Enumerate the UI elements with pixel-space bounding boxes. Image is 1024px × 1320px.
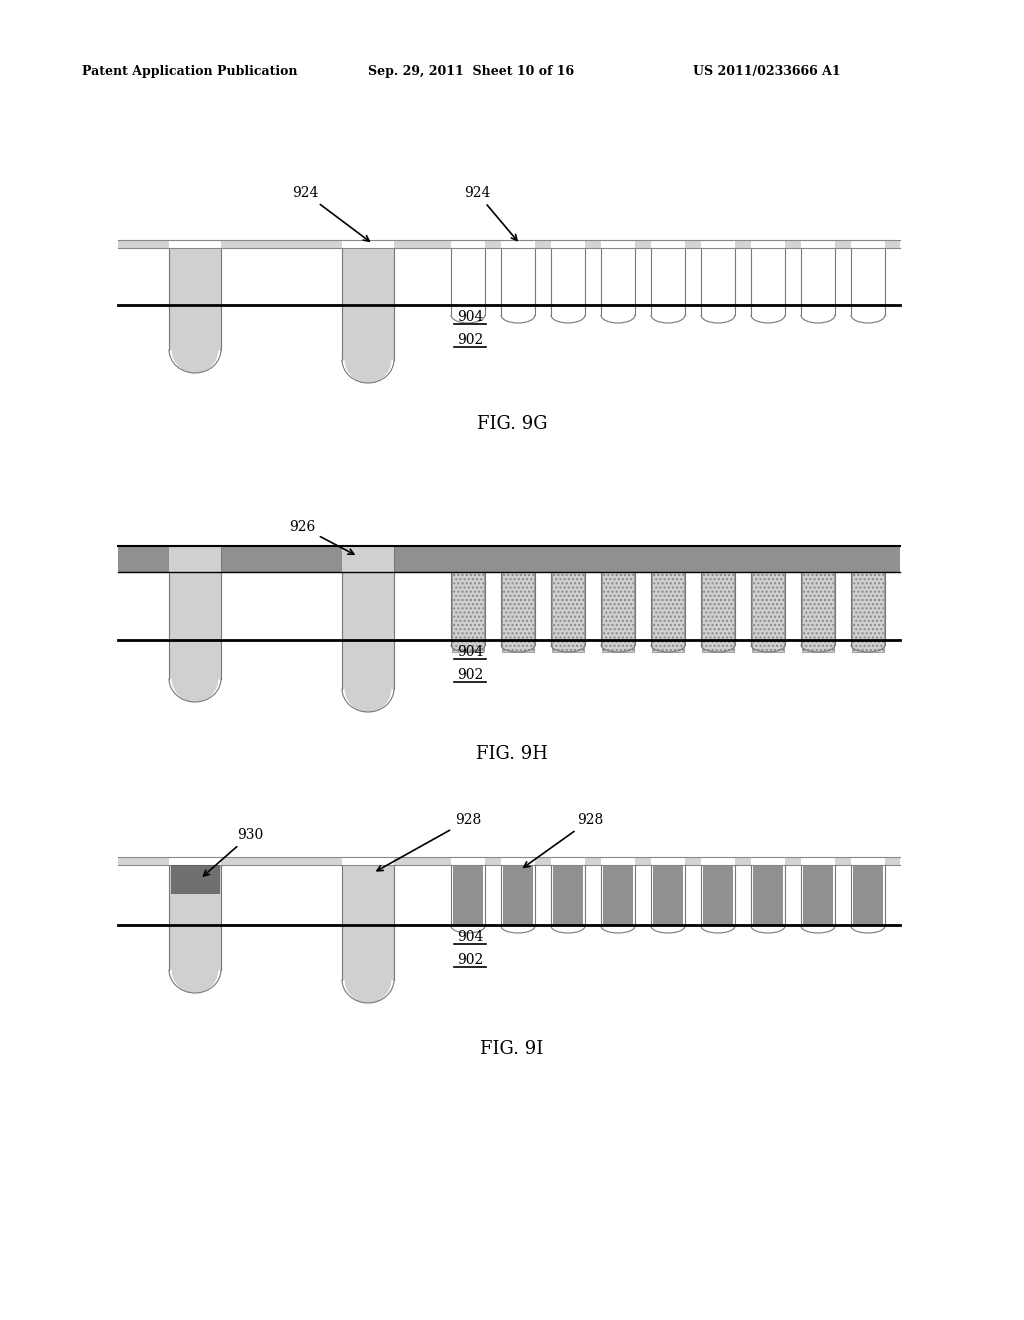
Wedge shape xyxy=(345,359,391,383)
Bar xyxy=(803,865,833,927)
Bar xyxy=(169,240,221,248)
Bar xyxy=(701,248,734,315)
Bar xyxy=(551,240,585,248)
Text: 904: 904 xyxy=(457,310,483,323)
Text: 902: 902 xyxy=(457,953,483,968)
Bar xyxy=(551,857,585,865)
Bar xyxy=(603,865,633,927)
Bar xyxy=(451,857,485,865)
Bar xyxy=(752,248,784,315)
Bar xyxy=(501,240,535,248)
Bar xyxy=(452,572,484,652)
Bar xyxy=(751,857,785,865)
Bar xyxy=(451,240,485,248)
Bar xyxy=(170,546,220,678)
Bar xyxy=(118,857,900,865)
Text: US 2011/0233666 A1: US 2011/0233666 A1 xyxy=(693,65,841,78)
Bar xyxy=(652,572,684,652)
Bar xyxy=(342,857,394,865)
Bar xyxy=(552,572,584,652)
Bar xyxy=(170,865,220,970)
Wedge shape xyxy=(610,315,626,323)
Bar xyxy=(118,546,900,572)
Bar xyxy=(502,248,535,315)
Text: Sep. 29, 2011  Sheet 10 of 16: Sep. 29, 2011 Sheet 10 of 16 xyxy=(368,65,574,78)
Text: 902: 902 xyxy=(457,668,483,682)
Bar xyxy=(171,865,219,894)
Bar xyxy=(701,240,735,248)
Bar xyxy=(752,572,784,652)
Bar xyxy=(701,857,735,865)
Text: FIG. 9G: FIG. 9G xyxy=(477,414,547,433)
Bar xyxy=(703,865,733,927)
Bar xyxy=(801,240,835,248)
Bar xyxy=(553,865,583,927)
Bar xyxy=(170,248,220,350)
Text: 924: 924 xyxy=(464,186,517,240)
Text: 924: 924 xyxy=(292,186,370,242)
Wedge shape xyxy=(660,315,676,323)
Text: 926: 926 xyxy=(289,520,354,554)
Bar xyxy=(501,857,535,865)
Wedge shape xyxy=(810,315,826,323)
Wedge shape xyxy=(760,315,776,323)
Text: Patent Application Publication: Patent Application Publication xyxy=(82,65,298,78)
Bar xyxy=(601,857,635,865)
Bar xyxy=(851,857,885,865)
Bar xyxy=(552,248,585,315)
Bar xyxy=(753,865,783,927)
Bar xyxy=(651,240,685,248)
Wedge shape xyxy=(560,315,575,323)
Bar xyxy=(601,248,635,315)
Text: 902: 902 xyxy=(457,333,483,347)
Wedge shape xyxy=(860,315,876,323)
Bar xyxy=(851,240,885,248)
Bar xyxy=(852,248,885,315)
Bar xyxy=(802,248,835,315)
Bar xyxy=(169,546,221,572)
Bar xyxy=(651,248,684,315)
Bar xyxy=(801,857,835,865)
Bar xyxy=(702,572,734,652)
Wedge shape xyxy=(172,678,218,702)
Bar xyxy=(342,248,393,359)
Bar xyxy=(602,572,634,652)
Bar xyxy=(503,865,534,927)
Wedge shape xyxy=(510,315,526,323)
Text: 930: 930 xyxy=(204,828,263,876)
Text: 904: 904 xyxy=(457,931,483,944)
Bar xyxy=(342,546,394,572)
Bar xyxy=(118,240,900,248)
Text: FIG. 9I: FIG. 9I xyxy=(480,1040,544,1059)
Bar xyxy=(342,546,393,689)
Bar xyxy=(502,572,534,652)
Text: 904: 904 xyxy=(457,645,483,659)
Bar xyxy=(852,572,884,652)
Bar xyxy=(169,857,221,865)
Wedge shape xyxy=(345,689,391,711)
Text: 928: 928 xyxy=(377,813,481,871)
Bar xyxy=(853,865,883,927)
Bar xyxy=(651,857,685,865)
Text: FIG. 9H: FIG. 9H xyxy=(476,744,548,763)
Bar xyxy=(342,240,394,248)
Bar xyxy=(452,248,484,315)
Bar xyxy=(802,572,834,652)
Bar xyxy=(342,865,393,979)
Bar xyxy=(601,240,635,248)
Wedge shape xyxy=(172,350,218,374)
Wedge shape xyxy=(460,315,476,323)
Bar xyxy=(653,865,683,927)
Wedge shape xyxy=(172,970,218,993)
Wedge shape xyxy=(345,979,391,1003)
Text: 928: 928 xyxy=(524,813,603,867)
Wedge shape xyxy=(710,315,726,323)
Bar xyxy=(751,240,785,248)
Bar xyxy=(453,865,483,927)
